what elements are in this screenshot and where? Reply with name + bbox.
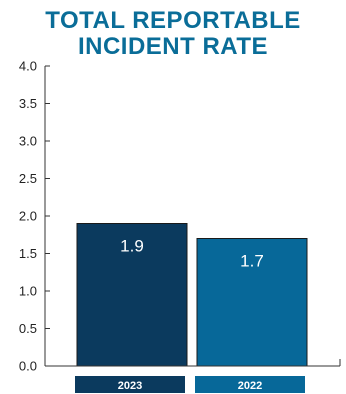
y-axis: 0.0 0.5 1.0 1.5 2.0 2.5 3.0 3.5 4.0 [19,59,50,374]
category-tab-2023 [75,376,185,393]
y-tick-label: 3.5 [19,96,37,111]
x-axis: 2023 2022 [45,359,341,393]
y-tick-label: 2.0 [19,209,37,224]
value-label-2022: 1.7 [240,252,264,271]
y-tick-label: 3.0 [19,134,37,149]
category-label-2023: 2023 [118,380,142,392]
y-tick-label: 0.5 [19,321,37,336]
y-tick-label: 2.5 [19,171,37,186]
chart-title: TOTAL REPORTABLE INCIDENT RATE [0,8,346,60]
y-tick-label: 1.0 [19,284,37,299]
y-tick-label: 0.0 [19,359,37,374]
bars-group: 1.9 1.7 [76,223,308,367]
category-label-2022: 2022 [238,380,262,392]
chart-title-line-2: INCIDENT RATE [77,33,269,60]
bar-2023 [76,223,188,367]
chart-title-line-1: TOTAL REPORTABLE [45,7,301,34]
y-tick-label: 1.5 [19,246,37,261]
category-tab-2022 [195,376,305,393]
value-label-2023: 1.9 [120,237,144,256]
y-tick-label: 4.0 [19,59,37,74]
